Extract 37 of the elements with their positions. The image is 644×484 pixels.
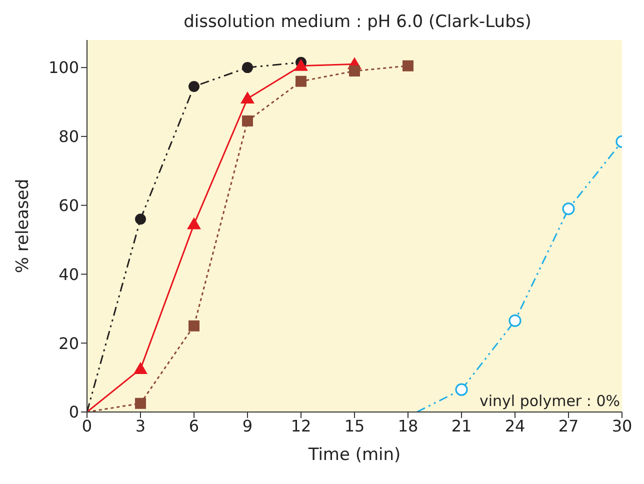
point [402, 60, 414, 72]
point [242, 62, 253, 74]
point [562, 202, 575, 216]
x-axis-title: Time (min) [307, 445, 401, 465]
x-tick-label: 18 [398, 416, 418, 436]
x-tick-label: 3 [135, 416, 146, 436]
point [455, 383, 468, 396]
point [188, 320, 200, 332]
x-tick-label: 9 [242, 416, 253, 436]
point [240, 92, 254, 104]
point [135, 398, 146, 409]
annotation: vinyl polymer : 0% [479, 392, 620, 410]
x-tick-label: 24 [504, 416, 526, 436]
x-tick-label: 21 [451, 416, 472, 436]
y-tick-label: 20 [58, 334, 79, 353]
point [349, 66, 360, 76]
x-tick-label: 27 [558, 416, 579, 436]
y-tick-label: 60 [58, 196, 79, 216]
point [242, 115, 253, 126]
x-tick-label: 12 [290, 416, 312, 436]
point [294, 58, 308, 71]
point [296, 76, 306, 87]
point [135, 214, 146, 225]
point [188, 81, 200, 92]
chart-title: dissolution medium : pH 6.0 (Clark-Lubs) [182, 12, 532, 32]
y-axis-title: % released [13, 178, 34, 274]
y-tick-label: 40 [58, 264, 79, 284]
x-tick-label: 15 [344, 416, 365, 436]
y-tick-label: 80 [58, 127, 79, 146]
y-tick-label: 100 [48, 58, 79, 78]
point [187, 217, 201, 230]
x-tick-label: 0 [82, 416, 92, 436]
x-tick-label: 6 [188, 416, 200, 436]
point [508, 314, 522, 328]
x-tick-label: 30 [612, 416, 632, 436]
point [134, 362, 148, 374]
y-tick-label: 0 [68, 402, 79, 422]
